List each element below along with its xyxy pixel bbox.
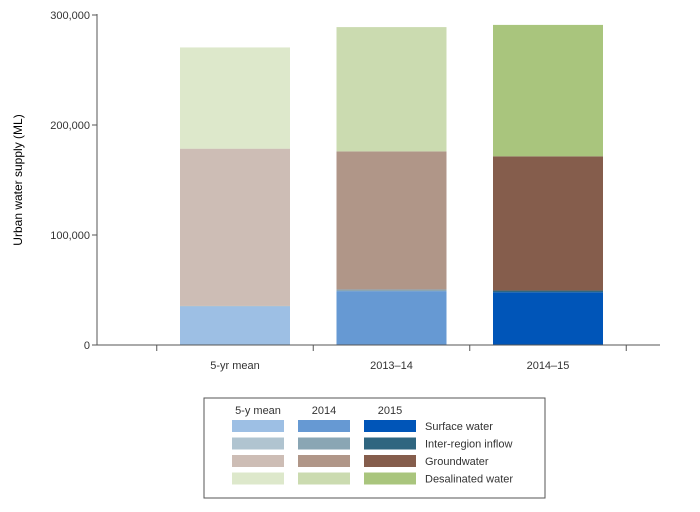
legend-swatch — [232, 437, 284, 450]
legend-swatch — [298, 455, 350, 467]
bar-segment-groundwater — [336, 151, 447, 290]
x-tick-label: 5-yr mean — [210, 360, 260, 372]
bar-segment-surface-water — [180, 306, 290, 345]
x-tick-label: 2013–14 — [370, 360, 413, 372]
legend-swatch — [232, 420, 284, 432]
legend-label: Groundwater — [425, 456, 489, 468]
legend-label: Desalinated water — [425, 474, 513, 486]
bar-segment-surface-water — [336, 291, 447, 345]
legend-swatch — [298, 437, 350, 450]
legend-rows: Surface water Inter-region inflow Groundwa… — [232, 420, 513, 486]
legend-swatch — [364, 455, 416, 467]
bar-segment-desalinated-water — [336, 27, 447, 152]
y-axis-title: Urban water supply (ML) — [11, 114, 25, 245]
bar-segment-desalinated-water — [180, 47, 290, 149]
bar-segment-inter-region-inflow — [180, 305, 290, 307]
axes-layer — [96, 14, 660, 346]
legend-swatch — [232, 455, 284, 467]
bars-layer — [180, 24, 603, 345]
legend-column-header: 2015 — [378, 405, 402, 417]
bar-segment-groundwater — [180, 148, 290, 306]
legend-swatch — [298, 420, 350, 432]
bar-segment-desalinated-water — [493, 24, 603, 157]
bar-segment-inter-region-inflow — [336, 289, 447, 292]
y-tick-label: 300,000 — [50, 10, 90, 22]
y-tick-label: 200,000 — [50, 120, 90, 132]
x-ticks: 5-yr mean 2013–14 2014–15 — [156, 345, 627, 372]
x-tick-label: 2014–15 — [527, 360, 570, 372]
legend-column-header: 2014 — [312, 405, 336, 417]
legend-swatch — [364, 437, 416, 450]
legend-headers: 5-y mean 2014 2015 — [235, 405, 402, 417]
legend: 5-y mean 2014 2015 Surface water Inter-regi… — [203, 397, 546, 499]
y-tick-label: 100,000 — [50, 230, 90, 242]
legend-column-header: 5-y mean — [235, 405, 281, 417]
legend-label: Inter-region inflow — [425, 439, 512, 451]
legend-swatch — [232, 472, 284, 485]
y-tick-label: 0 — [84, 340, 90, 352]
legend-swatch — [364, 420, 416, 432]
legend-swatch — [364, 472, 416, 485]
bar-segment-surface-water — [493, 292, 603, 345]
bar-segment-groundwater — [493, 156, 603, 291]
y-ticks: 0 100,000 200,000 300,000 — [50, 10, 97, 352]
legend-swatch — [298, 472, 350, 485]
legend-label: Surface water — [425, 421, 493, 433]
bar-segment-inter-region-inflow — [493, 290, 603, 293]
